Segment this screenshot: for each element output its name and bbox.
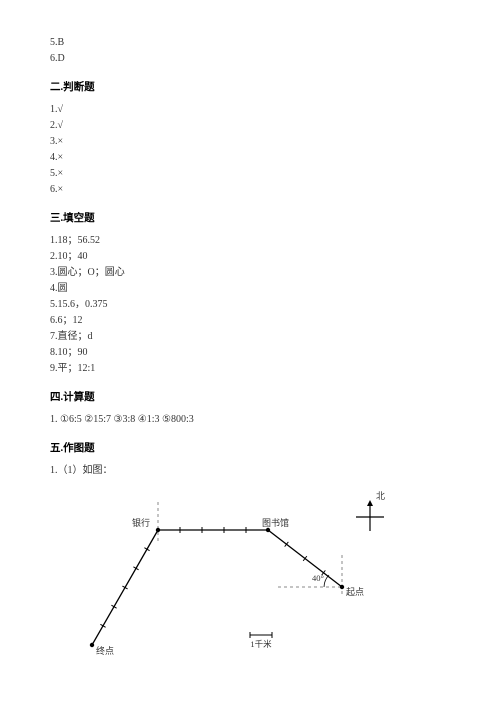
draw-item: 1.（1）如图：: [50, 463, 450, 479]
fill-item: 1.18；56.52: [50, 233, 450, 249]
route-diagram: 北银行 图书馆起点终点 40° 1千米: [70, 487, 400, 672]
fill-item: 5.15.6，0.375: [50, 297, 450, 313]
judge-item: 5.×: [50, 166, 450, 182]
judge-item: 2.√: [50, 118, 450, 134]
judge-item: 4.×: [50, 150, 450, 166]
fill-item: 3.圆心；O；圆心: [50, 265, 450, 281]
answer-item: 6.D: [50, 51, 450, 67]
svg-text:起点: 起点: [346, 587, 364, 597]
svg-text:终点: 终点: [96, 645, 114, 656]
fill-item: 8.10；90: [50, 345, 450, 361]
fill-item: 4.圆: [50, 281, 450, 297]
svg-text:图书馆: 图书馆: [262, 517, 289, 528]
judge-item: 1.√: [50, 102, 450, 118]
calc-item: 1. ①6:5 ②15:7 ③3:8 ④1:3 ⑤800:3: [50, 412, 450, 428]
fill-item: 6.6；12: [50, 313, 450, 329]
fill-item: 7.直径；d: [50, 329, 450, 345]
svg-text:40°: 40°: [312, 573, 324, 583]
answer-item: 5.B: [50, 35, 450, 51]
section-heading-fill: 三.填空题: [50, 210, 450, 225]
fill-item: 9.平；12:1: [50, 361, 450, 377]
svg-text:银行: 银行: [132, 517, 150, 528]
svg-text:北: 北: [376, 491, 385, 501]
section-heading-judge: 二.判断题: [50, 79, 450, 94]
svg-text:1千米: 1千米: [250, 639, 272, 649]
fill-item: 2.10；40: [50, 249, 450, 265]
judge-item: 3.×: [50, 134, 450, 150]
judge-item: 6.×: [50, 182, 450, 198]
section-heading-draw: 五.作图题: [50, 440, 450, 455]
section-heading-calc: 四.计算题: [50, 389, 450, 404]
